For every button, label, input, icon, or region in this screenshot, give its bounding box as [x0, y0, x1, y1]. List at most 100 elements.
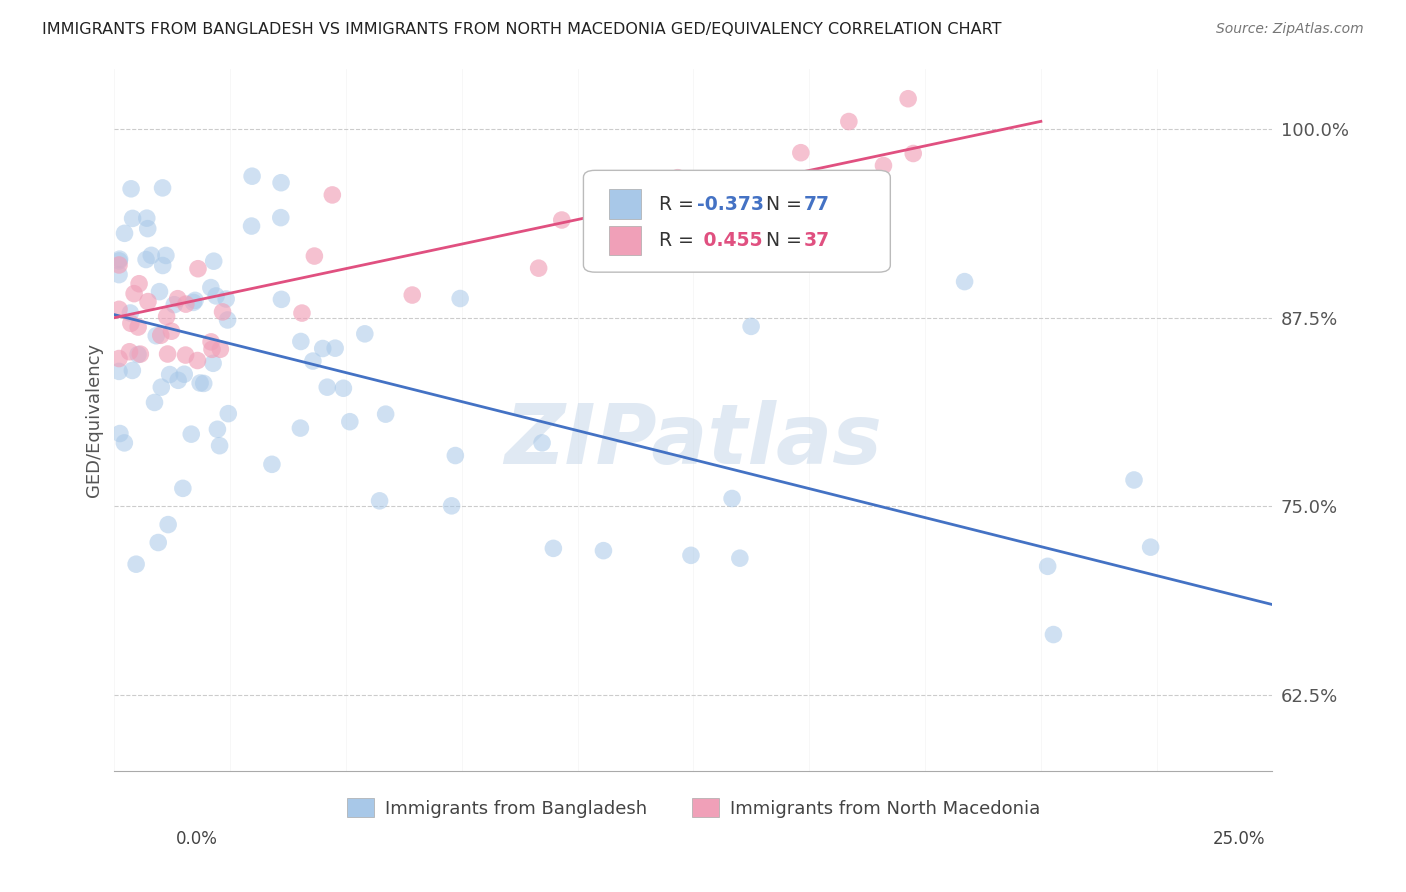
Point — [148, 535, 170, 549]
Point — [183, 295, 205, 310]
Text: N =: N = — [754, 231, 807, 250]
Point — [127, 347, 149, 361]
Point — [207, 422, 229, 436]
Point — [120, 306, 142, 320]
Point — [135, 252, 157, 267]
Point — [145, 328, 167, 343]
Point — [740, 319, 762, 334]
Point — [174, 348, 197, 362]
Point — [316, 380, 339, 394]
Point — [114, 227, 136, 241]
Point — [903, 146, 925, 161]
Point — [150, 380, 173, 394]
Point — [108, 351, 131, 366]
Point — [790, 145, 813, 160]
Point — [953, 275, 976, 289]
Point — [290, 334, 312, 349]
Point — [897, 92, 920, 106]
Point — [205, 289, 228, 303]
Point — [368, 493, 391, 508]
Point — [136, 294, 159, 309]
FancyBboxPatch shape — [609, 189, 641, 219]
Point — [112, 436, 135, 450]
Point — [141, 248, 163, 262]
Point — [321, 188, 343, 202]
Point — [440, 499, 463, 513]
Point — [157, 517, 180, 532]
Point — [160, 324, 183, 338]
Legend: Immigrants from Bangladesh, Immigrants from North Macedonia: Immigrants from Bangladesh, Immigrants f… — [340, 791, 1047, 825]
Point — [240, 169, 263, 184]
Point — [159, 368, 181, 382]
Text: 25.0%: 25.0% — [1213, 830, 1265, 847]
FancyBboxPatch shape — [583, 170, 890, 272]
Point — [166, 292, 188, 306]
Point — [118, 344, 141, 359]
Point — [156, 310, 179, 324]
Point — [531, 435, 554, 450]
Point — [353, 326, 375, 341]
Point — [202, 254, 225, 268]
Point — [270, 176, 292, 190]
Point — [202, 356, 225, 370]
Point — [108, 258, 131, 272]
Point — [679, 549, 702, 563]
Text: 0.455: 0.455 — [697, 231, 762, 250]
Point — [173, 368, 195, 382]
Point — [163, 298, 186, 312]
Text: Source: ZipAtlas.com: Source: ZipAtlas.com — [1216, 22, 1364, 37]
Point — [120, 182, 142, 196]
Text: 77: 77 — [803, 194, 830, 213]
Point — [156, 347, 179, 361]
Point — [1036, 559, 1059, 574]
Point — [128, 277, 150, 291]
Text: N =: N = — [754, 194, 807, 213]
Point — [135, 211, 157, 226]
Point — [374, 407, 396, 421]
Point — [121, 363, 143, 377]
Point — [120, 316, 142, 330]
Point — [270, 293, 292, 307]
Point — [332, 381, 354, 395]
Point — [108, 302, 131, 317]
Point — [152, 181, 174, 195]
Point — [215, 292, 238, 306]
Point — [152, 259, 174, 273]
Point — [174, 297, 197, 311]
Text: 0.0%: 0.0% — [176, 830, 218, 847]
Point — [201, 343, 224, 357]
Point — [200, 334, 222, 349]
Point — [645, 195, 668, 210]
Point — [172, 481, 194, 495]
Point — [217, 407, 239, 421]
Point — [304, 249, 326, 263]
Point — [108, 268, 131, 282]
Text: R =: R = — [658, 231, 700, 250]
Point — [444, 449, 467, 463]
Point — [728, 551, 751, 566]
Text: -0.373: -0.373 — [697, 194, 763, 213]
Point — [270, 211, 292, 225]
Text: IMMIGRANTS FROM BANGLADESH VS IMMIGRANTS FROM NORTH MACEDONIA GED/EQUIVALENCY CO: IMMIGRANTS FROM BANGLADESH VS IMMIGRANTS… — [42, 22, 1001, 37]
Point — [291, 306, 314, 320]
Point — [122, 286, 145, 301]
Point — [129, 347, 152, 361]
Point — [737, 200, 759, 214]
Point — [200, 280, 222, 294]
Point — [312, 342, 335, 356]
Point — [838, 114, 860, 128]
Point — [1139, 540, 1161, 554]
Text: 37: 37 — [803, 231, 830, 250]
Point — [339, 415, 361, 429]
Point — [180, 427, 202, 442]
Point — [127, 320, 149, 334]
Point — [108, 426, 131, 441]
Point — [260, 458, 283, 472]
Point — [208, 439, 231, 453]
Point — [143, 395, 166, 409]
Point — [193, 376, 215, 391]
Point — [167, 373, 190, 387]
Point — [666, 170, 689, 185]
Point — [1042, 627, 1064, 641]
Point — [155, 248, 177, 262]
